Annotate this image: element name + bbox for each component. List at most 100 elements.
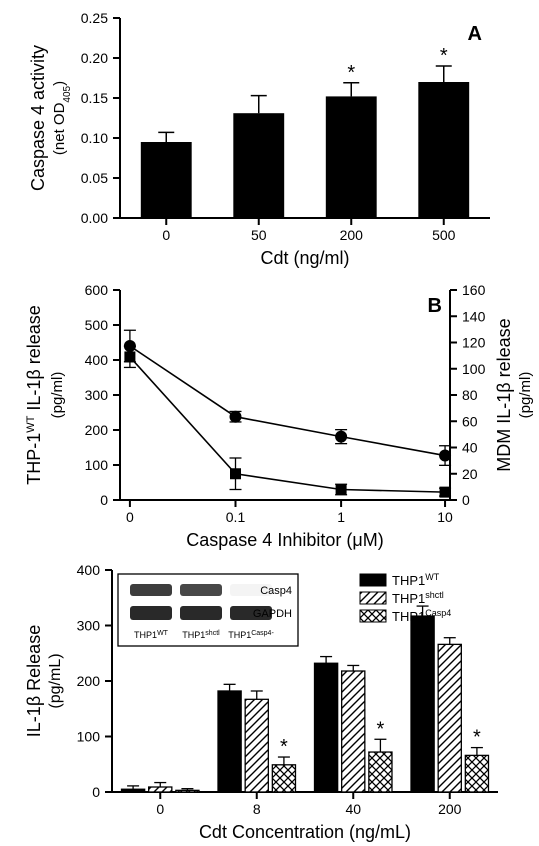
bar bbox=[122, 789, 145, 792]
bar bbox=[465, 755, 488, 792]
xtick-label: 40 bbox=[345, 801, 361, 817]
xtick-label: 0.1 bbox=[226, 509, 246, 525]
bar bbox=[418, 82, 469, 218]
ytick-right: 40 bbox=[462, 440, 478, 456]
y-axis-label: IL-1β Release bbox=[24, 625, 44, 737]
ytick-label: 200 bbox=[77, 673, 101, 689]
ytick-label: 0 bbox=[92, 784, 100, 800]
ytick-label: 0.20 bbox=[81, 50, 108, 66]
y-axis-label: Caspase 4 activity bbox=[28, 45, 48, 191]
y-axis-label-left-2: (pg/ml) bbox=[49, 372, 66, 419]
significance-star: * bbox=[440, 45, 448, 67]
blot-band bbox=[130, 584, 172, 596]
ytick-right: 120 bbox=[462, 335, 486, 351]
ytick-right: 80 bbox=[462, 387, 478, 403]
ytick-left: 0 bbox=[100, 492, 108, 508]
marker-square bbox=[230, 468, 241, 479]
significance-star: * bbox=[347, 62, 355, 84]
ytick-left: 100 bbox=[85, 457, 109, 473]
y-axis-label-right-2: (pg/ml) bbox=[517, 372, 534, 419]
bar bbox=[218, 691, 241, 792]
panel-a: 0.00 0.05 0.10 0.15 0.20 0.25 0 50 * 200 * 500 Cdt (… bbox=[0, 0, 539, 272]
xtick-label: 0 bbox=[126, 509, 134, 525]
bar bbox=[342, 671, 365, 792]
legend-label: THP1Casp4 bbox=[392, 608, 451, 624]
bar bbox=[438, 644, 461, 792]
ytick-label: 0.05 bbox=[81, 170, 108, 186]
ytick-label: 100 bbox=[77, 729, 101, 745]
significance-star: * bbox=[280, 736, 288, 758]
ytick-right: 160 bbox=[462, 282, 486, 298]
significance-star: * bbox=[377, 718, 385, 740]
legend-swatch bbox=[360, 592, 386, 604]
ytick-right: 0 bbox=[462, 492, 470, 508]
ytick-left: 200 bbox=[85, 422, 109, 438]
xtick-label: 0 bbox=[162, 227, 170, 243]
marker-square bbox=[440, 487, 451, 498]
ytick-left: 400 bbox=[85, 352, 109, 368]
ytick-label: 400 bbox=[77, 562, 101, 578]
panel-b-svg: 0100200300400500600020406080100120140160… bbox=[0, 272, 539, 554]
x-axis-label: Cdt (ng/ml) bbox=[260, 248, 349, 268]
bar bbox=[272, 765, 295, 792]
marker-circle bbox=[439, 450, 451, 462]
significance-star: * bbox=[473, 727, 481, 749]
ytick-left: 300 bbox=[85, 387, 109, 403]
xtick-label: 0 bbox=[156, 801, 164, 817]
legend-swatch bbox=[360, 610, 386, 622]
ytick-label: 0.00 bbox=[81, 210, 108, 226]
y-axis-label-left: THP-1WT IL-1β release bbox=[24, 305, 44, 485]
xtick-label: 200 bbox=[340, 227, 364, 243]
bar bbox=[369, 752, 392, 792]
ytick-left: 600 bbox=[85, 282, 109, 298]
bar bbox=[245, 699, 268, 792]
marker-circle bbox=[230, 411, 242, 423]
ytick-label: 0.15 bbox=[81, 90, 108, 106]
xtick-label: 200 bbox=[438, 801, 462, 817]
page: 0.000.050.100.150.200.25050*200*500Cdt (… bbox=[0, 0, 539, 846]
blot-band bbox=[180, 606, 222, 620]
xtick-label: 50 bbox=[251, 227, 267, 243]
ytick-right: 60 bbox=[462, 413, 478, 429]
marker-square bbox=[124, 351, 135, 362]
legend-label: THP1WT bbox=[392, 572, 440, 588]
marker-square bbox=[336, 484, 347, 495]
legend-swatch bbox=[360, 574, 386, 586]
ytick-label: 300 bbox=[77, 618, 101, 634]
ytick-label: 0.10 bbox=[81, 130, 108, 146]
x-axis-label: Caspase 4 Inhibitor (μM) bbox=[186, 530, 383, 550]
panel-label: B bbox=[428, 295, 442, 317]
marker-circle bbox=[335, 431, 347, 443]
ytick-label: 0.25 bbox=[81, 10, 108, 26]
xtick-label: 10 bbox=[437, 509, 453, 525]
y-axis-label-2: (pg/mL) bbox=[47, 653, 64, 708]
xtick-label: 1 bbox=[337, 509, 345, 525]
panel-a-svg: 0.00 0.05 0.10 0.15 0.20 0.25 0 50 * 200 * 500 Cdt (… bbox=[0, 0, 539, 272]
bar bbox=[326, 96, 377, 218]
panel-c-svg: 0 100 200 300 400 0 * 8 * 40 * 200 Cdt Concentration… bbox=[0, 554, 539, 846]
legend-label: THP1shctl bbox=[392, 590, 444, 606]
bar bbox=[176, 790, 199, 792]
ytick-right: 140 bbox=[462, 308, 486, 324]
ytick-right: 100 bbox=[462, 361, 486, 377]
ytick-right: 20 bbox=[462, 466, 478, 482]
panel-c: 0 100 200 300 400 0 * 8 * 40 * 200 Cdt Concentration… bbox=[0, 554, 539, 846]
bar bbox=[233, 113, 284, 218]
xtick-label: 500 bbox=[432, 227, 456, 243]
ytick-left: 500 bbox=[85, 317, 109, 333]
bar bbox=[141, 142, 192, 218]
x-axis-label: Cdt Concentration (ng/mL) bbox=[199, 822, 411, 842]
inset-row-label: Casp4 bbox=[260, 585, 292, 597]
y-axis-label-right: MDM IL-1β release bbox=[494, 318, 514, 471]
xtick-label: 8 bbox=[253, 801, 261, 817]
bar bbox=[315, 663, 338, 792]
blot-band bbox=[180, 584, 222, 596]
bar bbox=[411, 616, 434, 792]
y-axis-label-2: (net OD405) bbox=[51, 81, 73, 155]
series-line bbox=[130, 346, 445, 456]
bar bbox=[149, 787, 172, 792]
panel-label: A bbox=[468, 23, 482, 45]
inset-row-label: GAPDH bbox=[253, 608, 292, 620]
blot-band bbox=[130, 606, 172, 620]
panel-b: 0100200300400500600020406080100120140160… bbox=[0, 272, 539, 554]
